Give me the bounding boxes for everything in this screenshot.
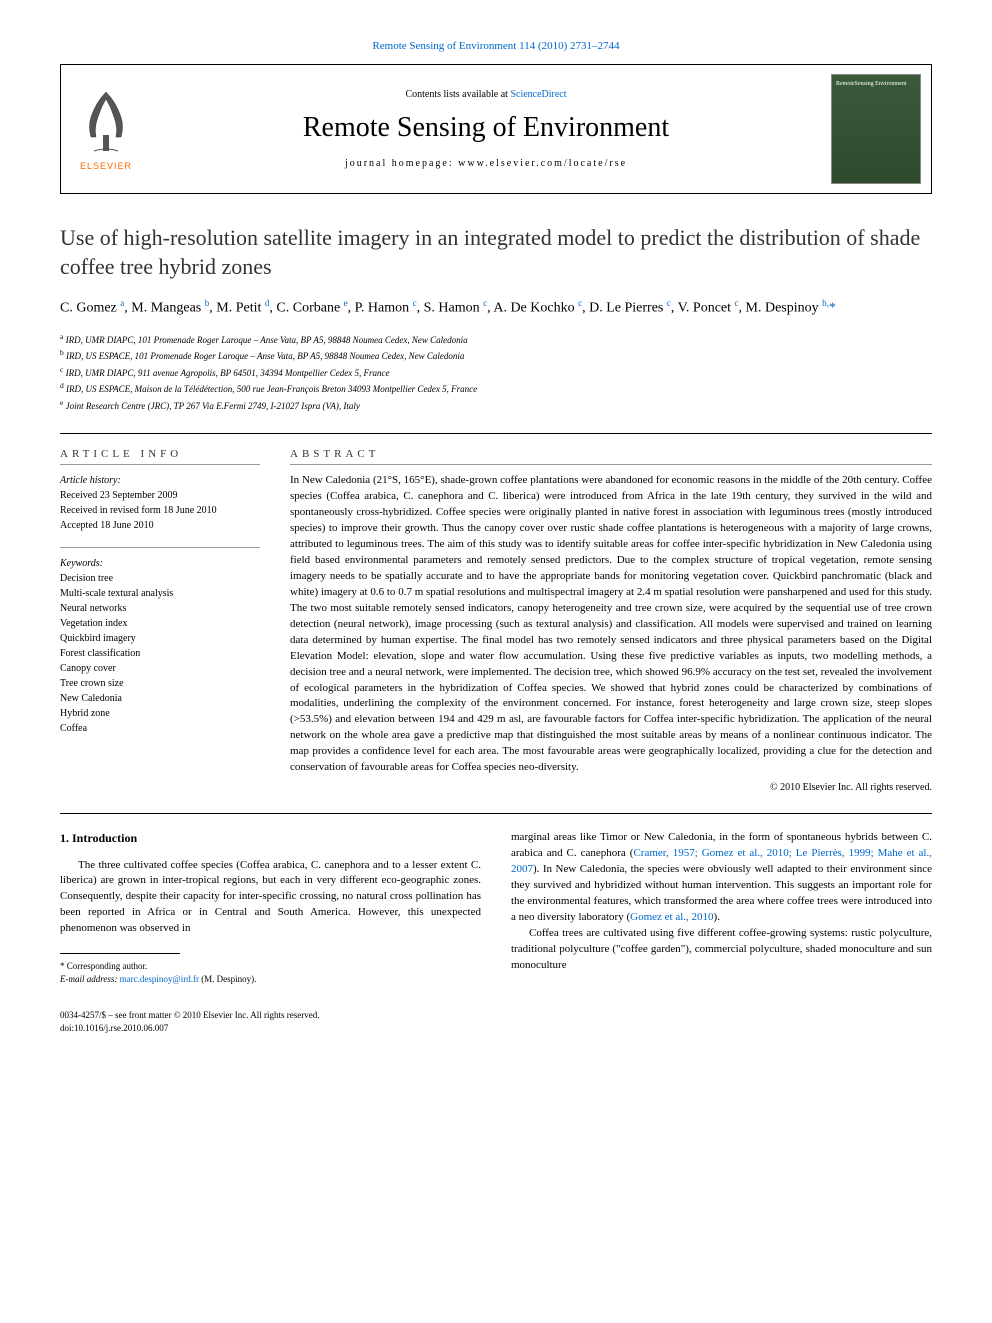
sciencedirect-link[interactable]: ScienceDirect bbox=[510, 89, 566, 100]
affiliation-line: c IRD, UMR DIAPC, 911 avenue Agropolis, … bbox=[60, 364, 932, 381]
keyword: Quickbird imagery bbox=[60, 631, 260, 646]
intro-paragraph: marginal areas like Timor or New Caledon… bbox=[511, 830, 932, 926]
text-span: ). bbox=[714, 911, 720, 923]
intro-heading: 1. Introduction bbox=[60, 830, 481, 847]
full-divider bbox=[60, 813, 932, 814]
history-line: Received 23 September 2009 bbox=[60, 488, 260, 503]
keyword: New Caledonia bbox=[60, 691, 260, 706]
footnotes: * Corresponding author. E-mail address: … bbox=[60, 960, 481, 985]
homepage-prefix: journal homepage: bbox=[345, 158, 458, 169]
history-line: Received in revised form 18 June 2010 bbox=[60, 503, 260, 518]
affiliation-line: b IRD, US ESPACE, 101 Promenade Roger La… bbox=[60, 347, 932, 364]
contents-line: Contents lists available at ScienceDirec… bbox=[161, 89, 811, 100]
affiliation-line: d IRD, US ESPACE, Maison de la Télédétec… bbox=[60, 380, 932, 397]
author-list: C. Gomez a, M. Mangeas b, M. Petit d, C.… bbox=[60, 297, 932, 319]
history-line: Accepted 18 June 2010 bbox=[60, 518, 260, 533]
keywords-label: Keywords: bbox=[60, 556, 260, 571]
text-span: ). In New Caledonia, the species were ob… bbox=[511, 863, 932, 923]
keyword: Tree crown size bbox=[60, 676, 260, 691]
affiliations: a IRD, UMR DIAPC, 101 Promenade Roger La… bbox=[60, 331, 932, 414]
header-center: Contents lists available at ScienceDirec… bbox=[151, 79, 821, 179]
article-info-heading: ARTICLE INFO bbox=[60, 448, 260, 460]
journal-reference: Remote Sensing of Environment 114 (2010)… bbox=[60, 40, 932, 52]
cover-text: RemoteSensing Environment bbox=[836, 81, 916, 88]
journal-ref-link[interactable]: Remote Sensing of Environment 114 (2010)… bbox=[372, 40, 619, 52]
contents-prefix: Contents lists available at bbox=[405, 89, 510, 100]
journal-cover-thumbnail: RemoteSensing Environment bbox=[831, 74, 921, 184]
citation-link[interactable]: Gomez et al., 2010 bbox=[630, 911, 713, 923]
keywords-block: Keywords: Decision treeMulti-scale textu… bbox=[60, 556, 260, 736]
footnote-divider bbox=[60, 953, 180, 954]
email-link[interactable]: marc.despinoy@ird.fr bbox=[120, 974, 199, 984]
info-divider bbox=[60, 547, 260, 548]
history-label: Article history: bbox=[60, 473, 260, 488]
email-line: E-mail address: marc.despinoy@ird.fr (M.… bbox=[60, 973, 481, 986]
footer-line-1: 0034-4257/$ – see front matter © 2010 El… bbox=[60, 1009, 481, 1022]
elsevier-logo: ELSEVIER bbox=[61, 65, 151, 193]
affiliation-line: a IRD, UMR DIAPC, 101 Promenade Roger La… bbox=[60, 331, 932, 348]
info-divider bbox=[60, 464, 260, 465]
keyword: Vegetation index bbox=[60, 616, 260, 631]
journal-header: ELSEVIER Contents lists available at Sci… bbox=[60, 64, 932, 194]
article-title: Use of high-resolution satellite imagery… bbox=[60, 224, 932, 281]
info-abstract-row: ARTICLE INFO Article history: Received 2… bbox=[60, 448, 932, 793]
email-suffix: (M. Despinoy). bbox=[199, 974, 257, 984]
info-divider bbox=[290, 464, 932, 465]
homepage-url: www.elsevier.com/locate/rse bbox=[458, 158, 627, 169]
abstract-column: ABSTRACT In New Caledonia (21°S, 165°E),… bbox=[290, 448, 932, 793]
body-columns: 1. Introduction The three cultivated cof… bbox=[60, 830, 932, 1034]
journal-title: Remote Sensing of Environment bbox=[161, 112, 811, 144]
copyright-line: © 2010 Elsevier Inc. All rights reserved… bbox=[290, 782, 932, 793]
footer-block: 0034-4257/$ – see front matter © 2010 El… bbox=[60, 1009, 481, 1034]
intro-paragraph: The three cultivated coffee species (Cof… bbox=[60, 858, 481, 938]
intro-paragraph: Coffea trees are cultivated using five d… bbox=[511, 926, 932, 974]
keyword: Neural networks bbox=[60, 601, 260, 616]
keyword: Coffea bbox=[60, 721, 260, 736]
keyword: Hybrid zone bbox=[60, 706, 260, 721]
keyword: Multi-scale textural analysis bbox=[60, 586, 260, 601]
article-info-column: ARTICLE INFO Article history: Received 2… bbox=[60, 448, 260, 793]
keyword: Canopy cover bbox=[60, 661, 260, 676]
abstract-text: In New Caledonia (21°S, 165°E), shade-gr… bbox=[290, 473, 932, 776]
keyword: Forest classification bbox=[60, 646, 260, 661]
affiliation-line: e Joint Research Centre (JRC), TP 267 Vi… bbox=[60, 397, 932, 414]
footer-line-2: doi:10.1016/j.rse.2010.06.007 bbox=[60, 1022, 481, 1035]
keyword: Decision tree bbox=[60, 571, 260, 586]
corresponding-author: * Corresponding author. bbox=[60, 960, 481, 973]
body-column-left: 1. Introduction The three cultivated cof… bbox=[60, 830, 481, 1034]
divider bbox=[60, 433, 932, 434]
homepage-line: journal homepage: www.elsevier.com/locat… bbox=[161, 158, 811, 169]
abstract-heading: ABSTRACT bbox=[290, 448, 932, 460]
article-history: Article history: Received 23 September 2… bbox=[60, 473, 260, 533]
email-label: E-mail address: bbox=[60, 974, 120, 984]
body-column-right: marginal areas like Timor or New Caledon… bbox=[511, 830, 932, 1034]
elsevier-tree-icon bbox=[76, 87, 136, 157]
elsevier-label: ELSEVIER bbox=[80, 161, 132, 171]
